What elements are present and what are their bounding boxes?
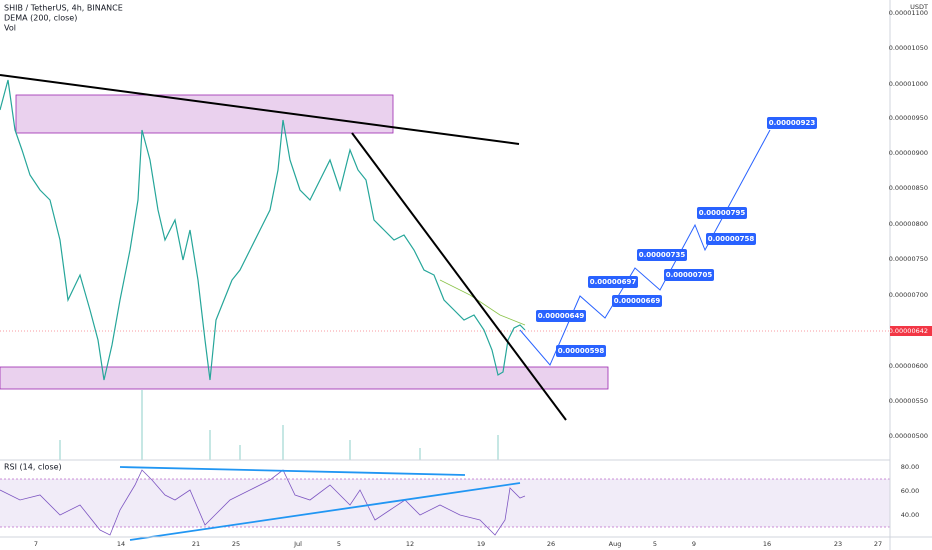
- date-tick-label: 16: [763, 540, 771, 548]
- date-tick-label: 21: [192, 540, 200, 548]
- price-tick-label: 0.00000950: [889, 114, 928, 122]
- target-box: [664, 269, 714, 281]
- rsi-tick-label: 60.00: [901, 487, 920, 495]
- target-label: 0.00000649: [538, 312, 585, 320]
- target-box: [612, 295, 662, 307]
- rsi-label: RSI (14, close): [4, 463, 62, 472]
- date-tick-label: 19: [477, 540, 485, 548]
- date-tick-label: 5: [653, 540, 657, 548]
- price-tick-label: 0.00000550: [889, 397, 928, 405]
- currency: USDT: [910, 3, 928, 11]
- target-box: [556, 345, 606, 357]
- price-tick-label: 0.00000500: [889, 432, 928, 440]
- target-box: [697, 207, 747, 219]
- target-box: [706, 233, 756, 245]
- target-label: 0.00000697: [590, 278, 637, 286]
- date-tick-label: 9: [692, 540, 696, 548]
- price-tick-label: 0.00000700: [889, 291, 928, 299]
- rsi-trendline: [119, 466, 466, 476]
- target-label: 0.00000795: [699, 209, 746, 217]
- rsi-line: [0, 469, 526, 536]
- price-tick-label: 0.00001100: [889, 9, 928, 17]
- target-label: 0.00000705: [666, 271, 713, 279]
- date-tick-label: Aug: [609, 540, 622, 548]
- indicator: DEMA (200, close): [4, 14, 77, 23]
- target-label: 0.00000758: [708, 235, 755, 243]
- projection-path: [519, 129, 771, 366]
- date-tick-label: 7: [34, 540, 38, 548]
- target-box: [536, 310, 586, 322]
- axes: 0.00001100 0.00001050 0.00001000 0.00000950…: [34, 9, 928, 548]
- target-labels: 0.00000923 0.00000795 0.00000758 0.00000735…: [536, 117, 817, 357]
- trendline: [351, 132, 567, 421]
- price-line: [0, 79, 526, 381]
- target-box: [588, 276, 638, 288]
- volume: [59, 390, 499, 460]
- date-tick-label: Jul: [293, 540, 302, 548]
- target-label: 0.00000598: [558, 347, 605, 355]
- date-tick-label: 25: [232, 540, 240, 548]
- price-tick-label: 0.00000850: [889, 184, 928, 192]
- support-zone: [0, 366, 609, 390]
- symbol: SHIB / TetherUS, 4h, BINANCE: [4, 4, 123, 13]
- price-tick-label: 0.00000900: [889, 149, 928, 157]
- trendlines: [0, 74, 567, 421]
- volume-label: Vol: [4, 24, 16, 33]
- date-tick-label: 26: [547, 540, 555, 548]
- price-tick-label: 0.00000600: [889, 362, 928, 370]
- price-tick-label: 0.00001050: [889, 44, 928, 52]
- price-tick-label: 0.00000750: [889, 255, 928, 263]
- current-price: 0.00000642: [889, 327, 928, 335]
- date-tick-label: 12: [406, 540, 414, 548]
- target-box: [637, 249, 687, 261]
- trendline: [0, 74, 520, 145]
- target-label: 0.00000735: [639, 251, 686, 259]
- rsi-tick-label: 80.00: [901, 463, 920, 471]
- rsi-band: [0, 479, 890, 527]
- resistance-zone: [15, 94, 394, 134]
- date-tick-label: 5: [337, 540, 341, 548]
- target-label: 0.00000669: [614, 297, 661, 305]
- date-tick-label: 14: [117, 540, 125, 548]
- date-tick-label: 23: [834, 540, 842, 548]
- target-box: [767, 117, 817, 129]
- current-price-box: [890, 326, 932, 336]
- rsi-trendline: [129, 482, 521, 541]
- price-tick-label: 0.00001000: [889, 80, 928, 88]
- date-tick-label: 27: [874, 540, 882, 548]
- rsi-tick-label: 40.00: [901, 511, 920, 519]
- dema-line: [439, 279, 526, 326]
- target-label: 0.00000923: [769, 119, 816, 127]
- price-tick-label: 0.00000800: [889, 220, 928, 228]
